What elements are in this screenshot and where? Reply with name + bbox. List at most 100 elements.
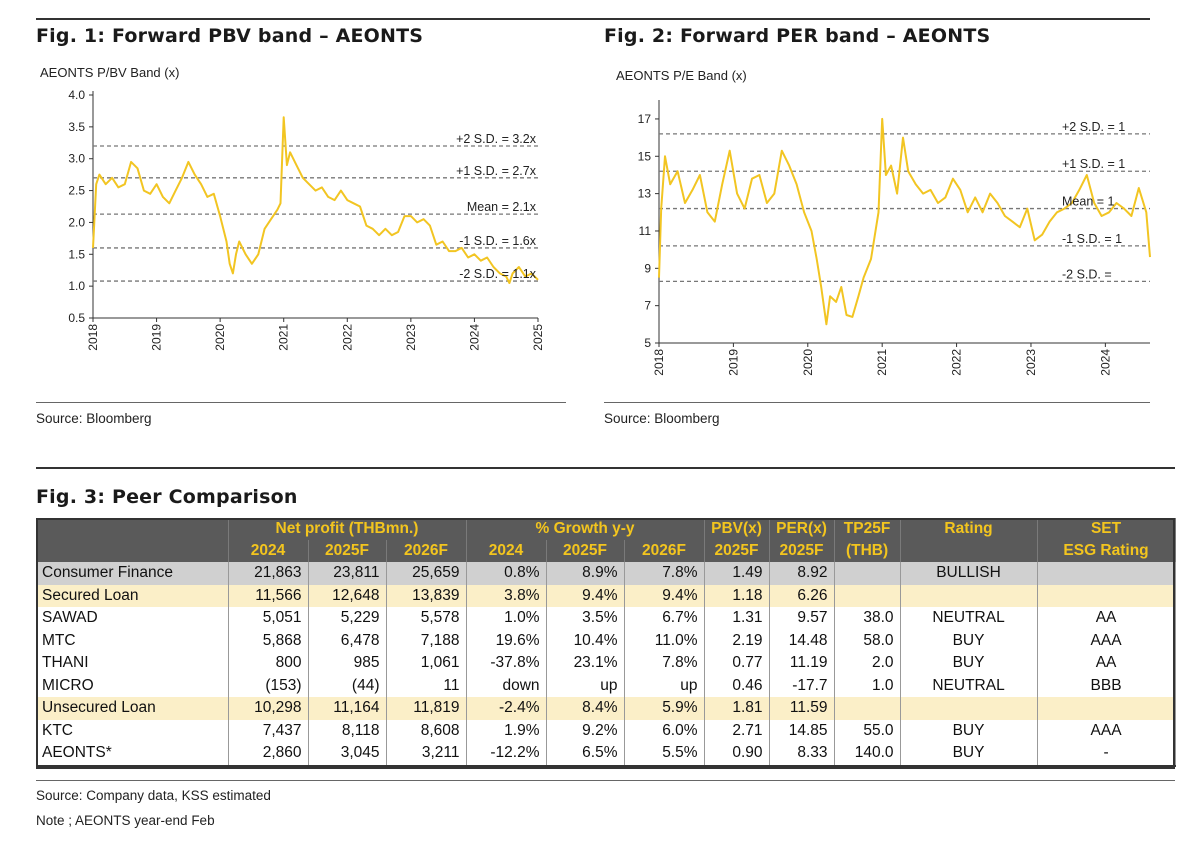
table-cell: 11.59 — [769, 697, 835, 720]
fig3-source: Source: Company data, KSS estimated — [36, 788, 271, 803]
header-per: PER(x) — [769, 518, 835, 540]
x-tick-label: 2019 — [726, 349, 740, 376]
table-cell: AA — [1037, 652, 1176, 675]
table-cell: 5,051 — [228, 607, 309, 630]
table-row: MTC 5,868 6,478 7,188 19.6% 10.4% 11.0% 2.19 14.… — [36, 629, 1176, 652]
row-label: Unsecured Loan — [36, 697, 229, 720]
series-line — [92, 116, 539, 284]
table-cell: 3.5% — [546, 607, 625, 630]
fig2-bottom-rule — [604, 402, 1150, 403]
header-pbv: PBV(x) — [704, 518, 770, 540]
table-cell: 0.8% — [466, 562, 547, 585]
table-cell — [1037, 697, 1176, 720]
table-cell: 19.6% — [466, 629, 547, 652]
table-cell: BUY — [900, 742, 1038, 767]
x-tick-label: 2022 — [340, 324, 354, 351]
y-tick-label: 7 — [644, 299, 651, 313]
table-cell: 6,478 — [308, 629, 387, 652]
table-cell: 7,437 — [228, 719, 309, 742]
table-row: AEONTS* 2,860 3,045 3,211 -12.2% 6.5% 5.5% 0.90… — [36, 742, 1176, 767]
table-cell: 13,839 — [386, 584, 467, 607]
row-label: Consumer Finance — [36, 562, 229, 585]
header-cell: 2026F — [624, 540, 705, 562]
row-label: MICRO — [36, 674, 229, 697]
y-tick-label: 17 — [638, 112, 652, 126]
table-cell: 5,868 — [228, 629, 309, 652]
table-cell: 2.71 — [704, 719, 770, 742]
table-cell: 23.1% — [546, 652, 625, 675]
row-label: MTC — [36, 629, 229, 652]
top-rule — [36, 18, 1150, 20]
table-cell: down — [466, 674, 547, 697]
table-cell: 9.4% — [546, 584, 625, 607]
table-cell: 2.0 — [834, 652, 901, 675]
table-cell: 5,229 — [308, 607, 387, 630]
table-cell: 8.92 — [769, 562, 835, 585]
table-cell: 800 — [228, 652, 309, 675]
table-cell: 1.49 — [704, 562, 770, 585]
table-cell: 1.0% — [466, 607, 547, 630]
table-cell — [1037, 584, 1176, 607]
x-tick-label: 2024 — [467, 324, 481, 351]
table-cell: 3,211 — [386, 742, 467, 767]
table-cell: 985 — [308, 652, 387, 675]
y-tick-label: 3.0 — [68, 152, 85, 166]
table-cell: -2.4% — [466, 697, 547, 720]
y-tick-label: 1.0 — [68, 279, 85, 293]
table-row: Secured Loan 11,566 12,648 13,839 3.8% 9.4% 9.… — [36, 584, 1176, 607]
table-cell: up — [546, 674, 625, 697]
fig3-bottom-rule — [36, 780, 1175, 781]
table-cell: 7,188 — [386, 629, 467, 652]
y-tick-label: 13 — [638, 187, 652, 201]
table-cell: 1.0 — [834, 674, 901, 697]
y-tick-label: 3.5 — [68, 120, 85, 134]
table-cell: 21,863 — [228, 562, 309, 585]
table-cell: 38.0 — [834, 607, 901, 630]
peer-comparison-table: Net profit (THBmn.) % Growth y-y PBV(x) … — [36, 518, 1176, 767]
sd-band-label: +2 S.D. = 3.2x — [456, 132, 537, 146]
row-label: THANI — [36, 652, 229, 675]
table-cell: 2,860 — [228, 742, 309, 767]
x-tick-label: 2018 — [652, 349, 666, 376]
table-cell: 11 — [386, 674, 467, 697]
table-cell: 14.48 — [769, 629, 835, 652]
table-cell: 9.4% — [624, 584, 705, 607]
sd-band-label: +1 S.D. = 2.7x — [456, 164, 537, 178]
table-cell: 6.0% — [624, 719, 705, 742]
table-cell: 3.8% — [466, 584, 547, 607]
fig1-bottom-rule — [36, 402, 566, 403]
table-cell: 140.0 — [834, 742, 901, 767]
table-cell: 11,819 — [386, 697, 467, 720]
table-cell — [900, 697, 1038, 720]
table-cell: 1.81 — [704, 697, 770, 720]
table-header-row-1: Net profit (THBmn.) % Growth y-y PBV(x) … — [36, 518, 1176, 540]
x-tick-label: 2020 — [801, 349, 815, 376]
table-cell: 6.7% — [624, 607, 705, 630]
table-cell: 8.33 — [769, 742, 835, 767]
fig2-source: Source: Bloomberg — [604, 411, 720, 426]
table-cell: up — [624, 674, 705, 697]
series-line — [658, 117, 1151, 326]
table-cell: (44) — [308, 674, 387, 697]
table-row: Consumer Finance 21,863 23,811 25,659 0.8% 8.… — [36, 562, 1176, 585]
header-net-profit: Net profit (THBmn.) — [228, 518, 467, 540]
x-tick-label: 2022 — [950, 349, 964, 376]
table-cell: 14.85 — [769, 719, 835, 742]
table-cell: 8,118 — [308, 719, 387, 742]
x-tick-label: 2023 — [404, 324, 418, 351]
table-header-row-2: 2024 2025F 2026F 2024 2025F 2026F 2025F … — [36, 540, 1176, 562]
row-label: Secured Loan — [36, 584, 229, 607]
table-cell: 55.0 — [834, 719, 901, 742]
header-cell: 2025F — [546, 540, 625, 562]
header-cell: 2025F — [308, 540, 387, 562]
table-cell: 6.26 — [769, 584, 835, 607]
table-cell: - — [1037, 742, 1176, 767]
table-cell: 7.8% — [624, 652, 705, 675]
sd-band-label: +2 S.D. = 1 — [1062, 120, 1125, 134]
table-cell: BBB — [1037, 674, 1176, 697]
y-tick-label: 0.5 — [68, 311, 85, 325]
table-cell: 11.19 — [769, 652, 835, 675]
x-tick-label: 2018 — [86, 324, 100, 351]
table-cell: 7.8% — [624, 562, 705, 585]
